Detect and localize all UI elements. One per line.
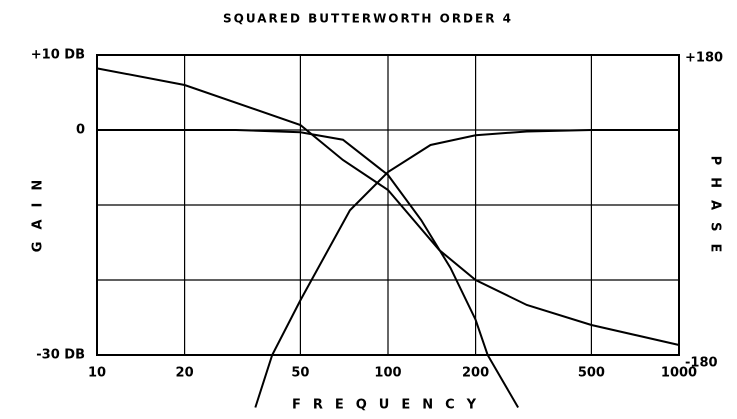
curve <box>97 129 519 409</box>
x-tick-label: 10 <box>88 366 106 381</box>
x-tick-label: 500 <box>578 366 605 381</box>
x-tick-label: 20 <box>176 366 194 381</box>
y-axis-label: GAIN <box>31 168 46 252</box>
y2-tick-label: +180 <box>685 51 723 66</box>
y2-tick-label: -180 <box>685 356 718 371</box>
x-tick-label: 200 <box>462 366 489 381</box>
x-axis-label: FREQUENCY <box>292 398 488 413</box>
y-tick-label: 0 <box>76 123 85 138</box>
chart-title: SQUARED BUTTERWORTH ORDER 4 <box>223 12 513 26</box>
curve <box>96 67 680 346</box>
curve <box>254 129 679 408</box>
y-tick-label: -30 DB <box>36 348 85 363</box>
y2-axis-label: PHASE <box>708 156 723 265</box>
x-tick-label: 100 <box>374 366 401 381</box>
x-tick-label: 1000 <box>661 366 697 381</box>
y-tick-label: +10 DB <box>31 48 85 63</box>
x-tick-label: 50 <box>291 366 309 381</box>
